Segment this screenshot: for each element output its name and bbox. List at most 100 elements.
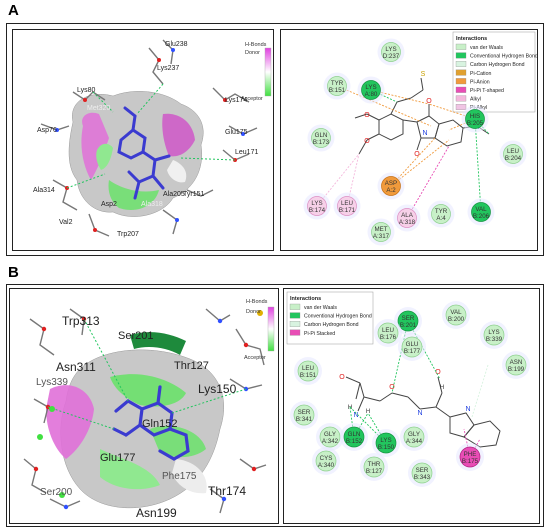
residue-id: A:317 — [373, 233, 390, 240]
residue-id: B:199 — [508, 366, 525, 373]
legend-swatch — [455, 61, 467, 67]
interactions-legend-title: Interactions — [290, 296, 321, 302]
surface-label-a: Ala314 — [33, 187, 55, 194]
residue-name: LYS — [380, 437, 391, 444]
surface-label-a: Ala205 — [163, 191, 185, 198]
residue-name: LYS — [365, 84, 376, 91]
residue-disc — [375, 432, 397, 454]
residue-name: GLY — [324, 431, 336, 438]
residue-id: A:4 — [436, 215, 446, 222]
residue-id: A:2 — [386, 187, 396, 194]
legend-swatch — [289, 303, 301, 310]
interactions-legend-title: Interactions — [456, 36, 487, 42]
panel-a-letter: A — [8, 2, 19, 19]
residue-disc — [403, 426, 425, 448]
residue-name: LYS — [385, 46, 396, 53]
surface-label-a: Glu238 — [165, 41, 188, 48]
surface-label-b: Lys339 — [36, 377, 68, 388]
residue-name: VAL — [475, 206, 487, 213]
ligand-atom: N — [417, 410, 422, 417]
legend-label: Pi-Cation — [470, 71, 491, 77]
residue-disc — [293, 404, 315, 426]
surface-label-b: Thr127 — [174, 360, 209, 372]
residue-id: B:151 — [300, 372, 317, 379]
legend-swatch — [289, 329, 301, 336]
hbond-legend-acceptor: Acceptor — [241, 96, 263, 102]
panel-b-3d-render: Trp313 Ser201 Asn311 Lys339 Thr127 Lys15… — [23, 299, 275, 520]
residue-id: A:80 — [365, 91, 378, 98]
residue-id: B:151 — [329, 87, 346, 94]
legend-label: Pi-Pi T-shaped — [470, 88, 504, 94]
ligand-atom: N — [465, 406, 470, 413]
surface-label-a: Lys237 — [157, 65, 179, 72]
residue-name: LEU — [382, 327, 394, 334]
residue-id: B:171 — [339, 207, 356, 214]
residue-disc — [363, 456, 385, 478]
panel-b-letter: B — [8, 264, 19, 281]
residue-id: B:206 — [473, 213, 490, 220]
surface-label-b: Ser201 — [118, 330, 153, 342]
surface-label-a: Tyr151 — [183, 191, 205, 198]
residue-disc — [411, 462, 433, 484]
ligand-atom: H — [440, 385, 444, 391]
legend-label: Carbon Hydrogen Bond — [304, 322, 359, 328]
residue-disc — [465, 109, 485, 129]
residue-id: B:150 — [378, 444, 395, 451]
legend-swatch — [289, 321, 301, 327]
legend-swatch — [455, 69, 467, 76]
ligand-atom: N — [353, 412, 358, 419]
residue-id: B:341 — [296, 416, 313, 423]
residue-disc — [343, 426, 365, 448]
residue-name: VAL — [450, 309, 462, 316]
residue-id: B:175 — [462, 458, 479, 465]
hbond-legend-title: H-Bonds — [246, 299, 268, 305]
legend-swatch — [455, 95, 467, 102]
hbond-legend-acceptor: Acceptor — [244, 355, 266, 361]
residue-id: B:343 — [414, 474, 431, 481]
residue-name: THR — [368, 461, 381, 468]
residue-id: B:177 — [404, 348, 421, 355]
residue-id: B:174 — [309, 207, 326, 214]
residue-disc — [445, 304, 467, 326]
residue-name: LYS — [488, 329, 499, 336]
panel-a-frame — [6, 23, 544, 256]
surface-label-a: Ala318 — [141, 201, 163, 208]
surface-label-b: Ser200 — [40, 487, 73, 498]
residue-id: A:342 — [322, 438, 339, 445]
residue-disc — [471, 202, 491, 222]
residue-disc — [361, 80, 381, 100]
legend-label: Alkyl — [470, 97, 481, 103]
legend-label: Conventional Hydrogen Bond — [470, 54, 538, 60]
residue-id: B:205 — [467, 120, 484, 127]
panel-a-3d-view: Glu238 Lys237 Lys80 Met320 Asp76 Lys174 … — [12, 29, 274, 251]
hbond-legend-donor: Donor — [245, 50, 260, 56]
legend-swatch — [289, 312, 301, 319]
residue-disc — [381, 42, 401, 62]
panel-b-3d-view: Trp313 Ser201 Asn311 Lys339 Thr127 Lys15… — [9, 288, 279, 524]
surface-label-a: Asp76 — [37, 127, 57, 134]
residue-id: D:237 — [383, 53, 400, 60]
ligand-atom: O — [389, 384, 395, 391]
residue-disc — [483, 324, 505, 346]
surface-label-b: Phe175 — [162, 471, 197, 482]
residue-id: A:344 — [406, 438, 423, 445]
residue-disc — [397, 310, 419, 332]
residue-disc — [327, 76, 347, 96]
residue-name: GLN — [315, 132, 328, 139]
residue-name: GLU — [406, 341, 419, 348]
ligand-atom: O — [435, 369, 441, 376]
legend-swatch — [455, 104, 467, 110]
